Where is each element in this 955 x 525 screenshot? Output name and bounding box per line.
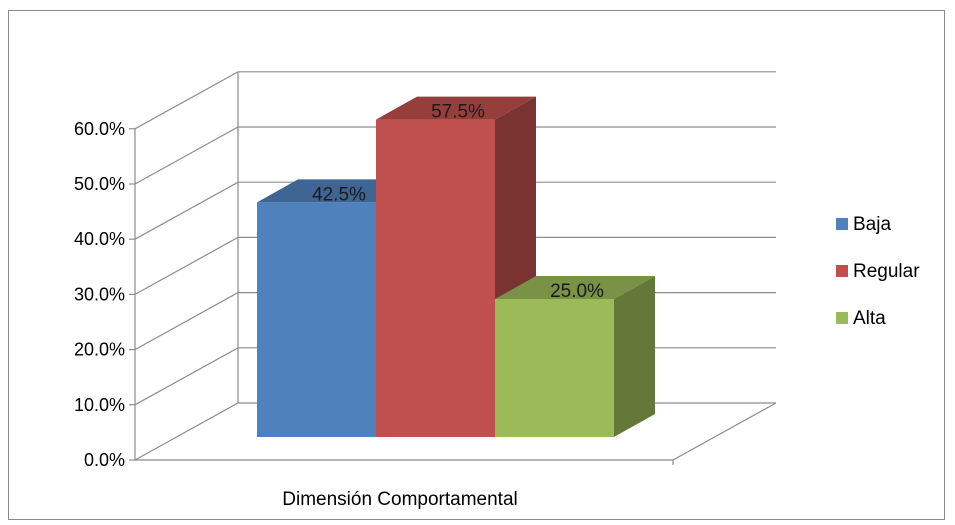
data-label-baja: 42.5% (312, 184, 366, 205)
bar-front-face (376, 119, 495, 437)
category-label: Dimensión Comportamental (282, 489, 518, 510)
legend-swatch (836, 312, 848, 324)
y-tick-label: 40.0% (74, 229, 125, 249)
gridline (134, 236, 776, 295)
gridline (134, 181, 776, 240)
y-tick-label: 10.0% (74, 395, 125, 415)
legend-item-baja: Baja (836, 214, 891, 235)
gridline (134, 126, 776, 185)
y-tick-label: 0.0% (84, 450, 125, 470)
bar-top-face (376, 96, 536, 120)
bar-alta (495, 276, 655, 437)
legend-swatch (836, 265, 848, 277)
y-tick-label: 50.0% (74, 174, 125, 194)
legend-label: Alta (853, 308, 886, 329)
floor-right-edge (672, 402, 777, 461)
bar-front-face (257, 202, 376, 437)
data-labels: 42.5% 57.5% 25.0% (312, 102, 604, 302)
data-label-alta: 25.0% (550, 281, 604, 302)
data-label-regular: 57.5% (431, 102, 485, 123)
bar-top-face (495, 276, 655, 299)
legend: Baja Regular Alta (836, 214, 920, 329)
bar-front-face (495, 299, 614, 437)
y-tick-label: 60.0% (74, 119, 125, 139)
legend-swatch (836, 218, 848, 230)
y-tick-label: 30.0% (74, 284, 125, 304)
y-tick-label: 20.0% (74, 340, 125, 360)
legend-label: Baja (853, 214, 891, 235)
legend-item-alta: Alta (836, 308, 886, 329)
value-axis: 0.0% 10.0% 20.0% 30.0% 40.0% 50.0% 60.0% (74, 119, 135, 470)
bars (257, 96, 655, 437)
gridline (134, 71, 776, 130)
legend-label: Regular (853, 261, 920, 282)
bar-side-face (614, 276, 655, 437)
legend-item-regular: Regular (836, 261, 920, 282)
